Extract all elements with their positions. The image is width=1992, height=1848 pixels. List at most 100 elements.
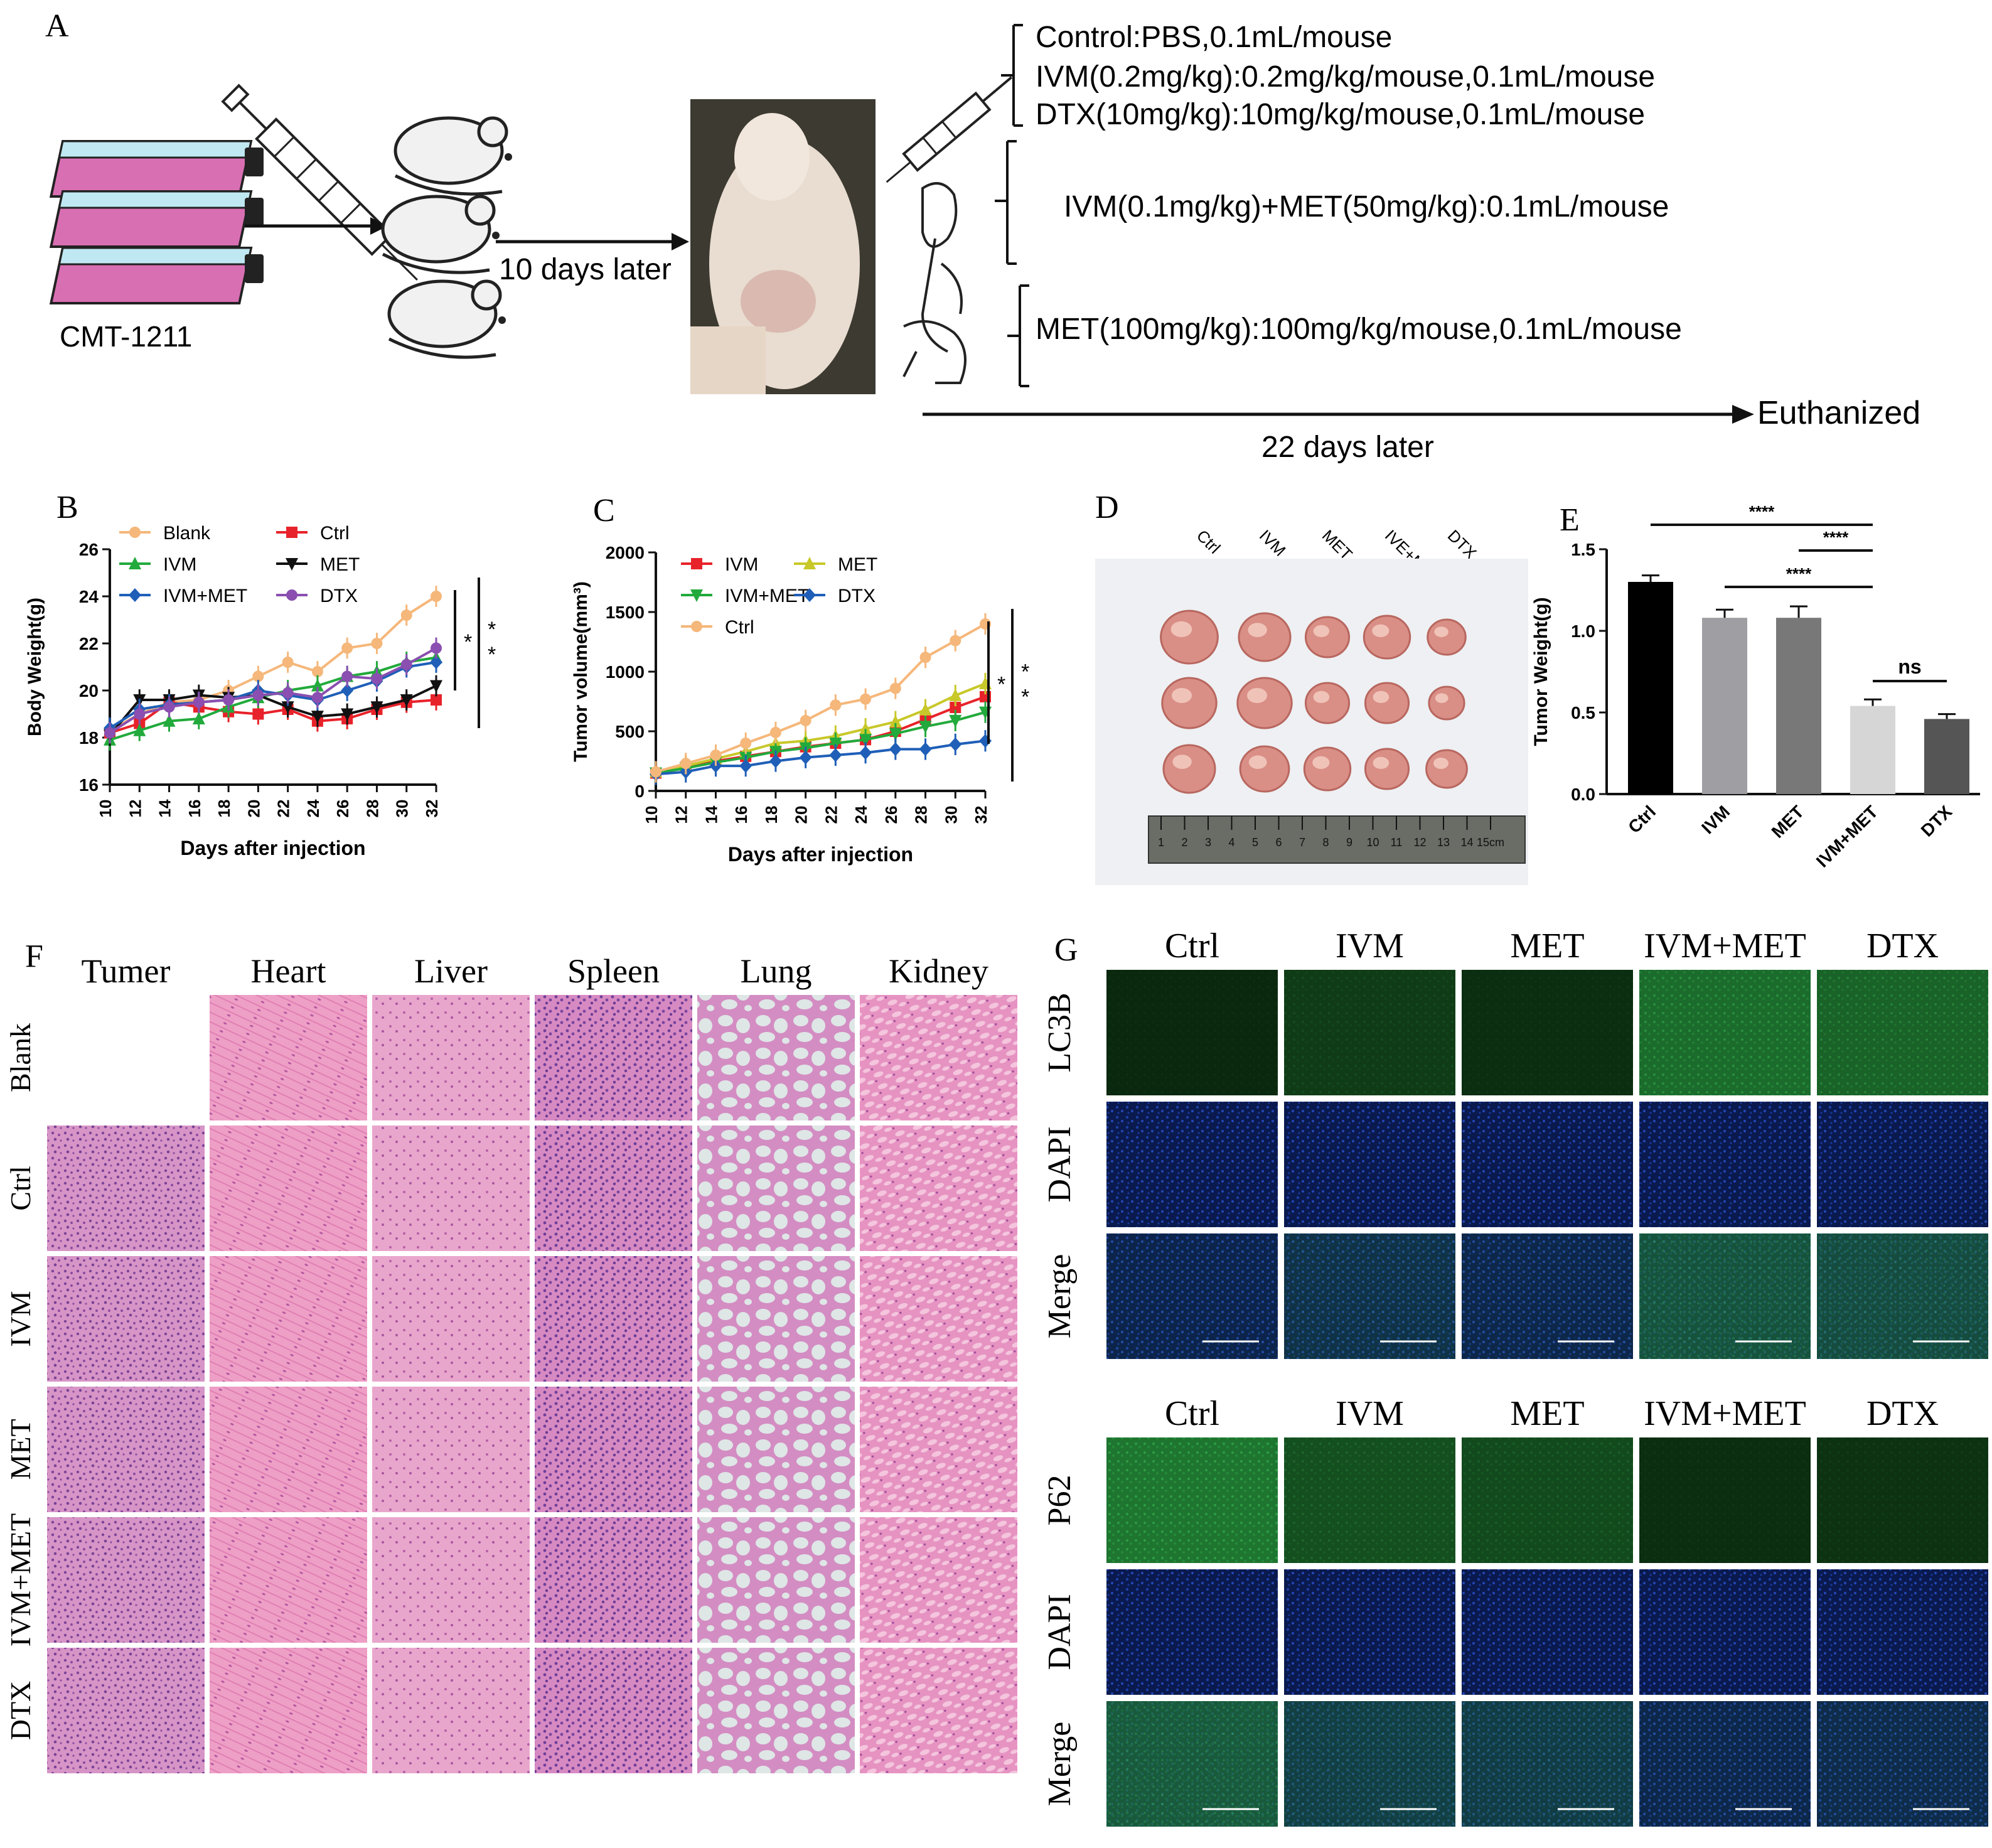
data-point (163, 714, 176, 727)
histology-column-label: Kidney (889, 952, 988, 990)
treatment-met: MET(100mg/kg):100mg/kg/mouse,0.1mL/mouse (1036, 313, 1682, 346)
x-axis-label: Days after injection (728, 843, 913, 866)
x-tick-label: IVM+MET (1813, 802, 1882, 871)
comparison-label: ns (1898, 655, 1921, 678)
data-point (371, 673, 383, 685)
data-point (950, 702, 961, 713)
if-merge-signal (1462, 1701, 1633, 1827)
if-row-label: DAPI (1042, 1126, 1078, 1202)
y-tick-label: 1.5 (1571, 540, 1595, 559)
x-tick-label: 10 (96, 800, 115, 818)
y-tick-label: 0.0 (1571, 785, 1595, 804)
x-tick-label: DTX (1917, 802, 1956, 841)
histology-image (210, 1517, 367, 1643)
x-tick-label: 20 (792, 806, 811, 824)
if-marker-signal (1106, 1437, 1278, 1563)
mouse-icon (387, 279, 506, 359)
x-tick-label: Ctrl (1624, 802, 1659, 837)
if-column-label: Ctrl (1165, 927, 1219, 965)
x-tick-label: 10 (642, 806, 661, 824)
y-tick-label: 20 (79, 681, 99, 701)
brace-gavage-met (1007, 284, 1029, 387)
legend-marker (129, 527, 141, 538)
data-point (919, 652, 931, 663)
panel-c-tumor-volume-chart: C 0 500 1000 1500 2000 10 12 14 16 18 20 22 24 26 28 30… (570, 493, 1029, 866)
panel-e-tumor-weight-chart: E 0.0 0.5 1.0 1.5 Tumor Weight(g) Ctrl IVM MET I… (1531, 502, 1980, 871)
if-dapi-image (1284, 1102, 1455, 1227)
data-point (341, 670, 353, 682)
chart-C: 0 500 1000 1500 2000 10 12 14 16 18 20 22 24 26 28 30 32… (570, 543, 1029, 866)
data-point (889, 714, 902, 728)
tumor-highlight (1172, 688, 1192, 703)
x-tick-label: 28 (363, 800, 382, 818)
x-tick-label: 26 (333, 800, 352, 818)
ruler-number: 11 (1391, 836, 1403, 849)
histology-image (372, 995, 530, 1120)
treatment-control: Control:PBS,0.1mL/mouse (1036, 21, 1392, 54)
cell-flasks-illustration (49, 140, 264, 304)
x-tick-label: 16 (185, 800, 204, 818)
histology-image (535, 1256, 692, 1382)
x-axis-label: Days after injection (180, 837, 365, 859)
x-tick-label: 30 (393, 800, 412, 818)
tumor-highlight (1372, 624, 1390, 637)
tumor-sample (1161, 677, 1218, 729)
syringe-icon (886, 76, 1013, 183)
x-tick-label: 28 (912, 806, 931, 824)
ruler-number: 15cm (1477, 836, 1504, 849)
tumor-sample (1428, 685, 1465, 721)
significance-label: * (488, 643, 496, 667)
histology-image (535, 1517, 692, 1643)
histology-image (860, 1256, 1017, 1382)
mouse-icon (381, 195, 500, 274)
legend-label: IVM+MET (163, 586, 247, 606)
if-dapi-image (1462, 1102, 1633, 1227)
data-point (430, 655, 442, 669)
ruler-number: 7 (1299, 836, 1305, 849)
histology-row-label: IVM (4, 1291, 36, 1346)
if-column-label: Ctrl (1165, 1394, 1219, 1433)
flask-icon (49, 190, 264, 248)
tumor-sample (1303, 746, 1352, 792)
histology-image (535, 1648, 692, 1773)
legend-label: MET (320, 554, 360, 575)
histology-column-label: Lung (741, 952, 812, 990)
panel-e-letter: E (1560, 502, 1580, 538)
data-point (949, 714, 962, 728)
tumor-sample (1162, 744, 1216, 794)
if-column-label: IVM+MET (1644, 927, 1806, 965)
tumor-sample (1304, 682, 1351, 724)
tumor-highlight (1434, 626, 1448, 637)
if-row-label: Merge (1042, 1254, 1078, 1339)
panel-b-letter: B (56, 490, 78, 525)
tumor-highlight (1435, 693, 1448, 703)
comparison-label: **** (1749, 502, 1775, 521)
data-point (889, 682, 901, 694)
data-point (650, 766, 661, 778)
tumor-sample (1427, 618, 1467, 656)
if-merge-signal (1639, 1233, 1811, 1359)
if-column-label: IVM+MET (1644, 1394, 1806, 1433)
mouse-icon (394, 116, 512, 196)
data-point (400, 694, 413, 707)
legend-marker (691, 558, 702, 569)
histology-image (210, 1648, 367, 1773)
data-point (950, 635, 961, 647)
data-point (370, 701, 383, 714)
comparison-label: **** (1823, 528, 1849, 547)
x-tick-label: 26 (882, 806, 901, 824)
y-tick-label: 500 (615, 722, 645, 741)
tumor-group-label: MET (1319, 526, 1356, 564)
tumor-sample (1160, 610, 1219, 665)
x-tick-label: 18 (215, 800, 233, 818)
if-column-label: MET (1510, 927, 1584, 965)
x-tick-label: 14 (156, 799, 174, 817)
if-merge-signal (1106, 1233, 1278, 1359)
data-point (919, 702, 932, 716)
tumor-sample (1304, 616, 1351, 658)
bar-DTX (1924, 719, 1969, 794)
arrow-head-icon (1732, 405, 1754, 424)
if-marker-signal (1284, 1437, 1455, 1563)
x-tick-label: 24 (304, 799, 323, 817)
tumor-highlight (1313, 690, 1330, 703)
